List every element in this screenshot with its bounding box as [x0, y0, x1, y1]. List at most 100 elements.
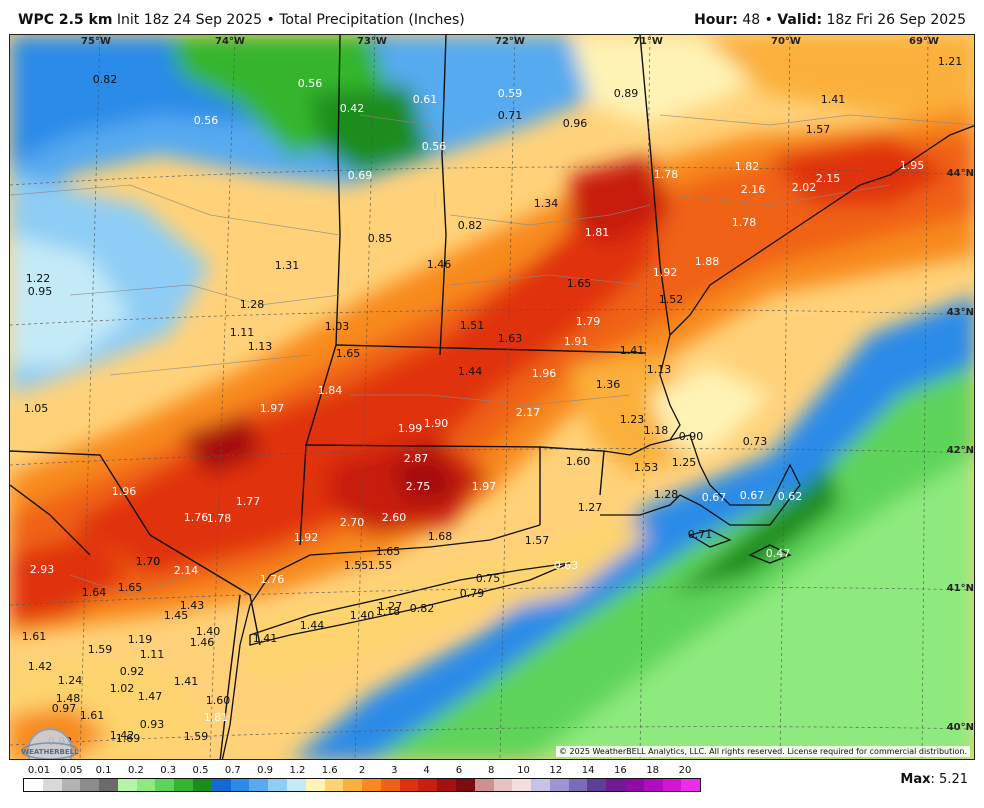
- precip-value: 1.79: [576, 315, 601, 328]
- map-canvas: 75°W 74°W 73°W 72°W 71°W 70°W 69°W 44°N 43°N 42°…: [10, 35, 974, 759]
- copyright-notice: © 2025 WeatherBELL Analytics, LLC. All r…: [556, 746, 970, 757]
- precip-value: 1.40: [350, 609, 375, 622]
- legend-tick-label: 0.1: [95, 765, 112, 776]
- precip-value: 1.18: [376, 605, 401, 618]
- precip-value: 1.42: [110, 729, 135, 742]
- max-value: Max: 5.21: [900, 772, 968, 787]
- precip-value: 1.34: [534, 197, 559, 210]
- precip-value: 1.81: [585, 226, 610, 239]
- precip-value: 1.97: [472, 480, 497, 493]
- legend-tick-label: 18: [646, 765, 660, 776]
- precip-value: 2.70: [340, 516, 365, 529]
- legend-tick-label: 12: [549, 765, 563, 776]
- color-swatch: [606, 779, 625, 791]
- color-swatch: [493, 779, 513, 791]
- precip-value: 1.82: [735, 160, 760, 173]
- color-swatch: [155, 779, 175, 791]
- legend-tick-label: 0.9: [257, 765, 274, 776]
- lat-label: 42°N: [947, 445, 974, 456]
- precip-value: 1.44: [300, 619, 325, 632]
- precip-value: 0.92: [120, 665, 145, 678]
- precip-value: 1.91: [564, 335, 589, 348]
- precip-value: 0.69: [348, 169, 373, 182]
- color-swatch: [117, 779, 137, 791]
- precip-value: 0.90: [679, 430, 704, 443]
- precip-value: 1.41: [253, 632, 278, 645]
- precip-value: 1.78: [654, 168, 679, 181]
- coastlines: [221, 125, 974, 759]
- precip-value: 1.64: [82, 586, 107, 599]
- precip-value: 2.15: [816, 172, 841, 185]
- color-swatch: [42, 779, 62, 791]
- precip-value: 0.42: [340, 102, 365, 115]
- legend-tick-label: 1.2: [289, 765, 306, 776]
- title-bullet: •: [266, 12, 275, 28]
- precip-value: 1.28: [654, 488, 679, 501]
- product-name: Total Precipitation (Inches): [279, 12, 465, 28]
- longitude-labels: 75°W 74°W 73°W 72°W 71°W 70°W 69°W: [81, 36, 939, 47]
- legend-tick-label: 8: [488, 765, 495, 776]
- precip-value: 1.81: [204, 711, 229, 724]
- precip-value: 1.11: [140, 648, 165, 661]
- color-swatch: [455, 779, 475, 791]
- precip-value: 1.60: [206, 694, 231, 707]
- legend-tick-label: 0.05: [60, 765, 83, 776]
- color-swatch: [80, 779, 100, 791]
- color-swatch: [418, 779, 438, 791]
- precip-value: 1.45: [164, 609, 189, 622]
- precip-value: 2.14: [174, 564, 199, 577]
- precip-value: 1.53: [634, 461, 659, 474]
- weatherbell-logo: WEATHERBELL: [20, 725, 90, 759]
- legend-tick-label: 0.2: [127, 765, 144, 776]
- precip-value: 1.95: [900, 159, 925, 172]
- color-swatch: [324, 779, 344, 791]
- precip-value: 1.19: [128, 633, 153, 646]
- precip-value: 1.65: [376, 545, 401, 558]
- color-swatch: [305, 779, 325, 791]
- color-swatch: [211, 779, 231, 791]
- precip-value: 2.93: [30, 563, 55, 576]
- precip-value: 0.56: [422, 140, 447, 153]
- lat-label: 43°N: [947, 307, 974, 318]
- precip-value: 1.18: [644, 424, 669, 437]
- precip-value: 1.52: [659, 293, 684, 306]
- color-swatch: [286, 779, 306, 791]
- precip-value: 1.97: [260, 402, 285, 415]
- precip-value: 1.59: [88, 643, 113, 656]
- color-swatch: [549, 779, 569, 791]
- valid-value: 18z Fri 26 Sep 2025: [826, 12, 966, 28]
- legend-labels: 0.01 0.05 0.1 0.2 0.3 0.5 0.7 0.9 1.2 1.6 2 3 4 6 8 10 1…: [23, 765, 701, 777]
- color-swatch: [531, 779, 550, 791]
- precip-value: 0.82: [93, 73, 118, 86]
- precip-value: 0.59: [498, 87, 523, 100]
- color-swatch: [230, 779, 250, 791]
- color-swatch: [568, 779, 588, 791]
- precip-value: 1.99: [398, 422, 423, 435]
- legend-tick-label: 10: [517, 765, 530, 776]
- legend-tick-label: 20: [678, 765, 692, 776]
- precip-field: [10, 35, 974, 759]
- color-swatch: [174, 779, 194, 791]
- precip-value: 1.55: [344, 559, 369, 572]
- color-swatch: [625, 779, 644, 791]
- logo-text: WEATHERBELL: [21, 748, 79, 756]
- precip-value: 2.60: [382, 511, 407, 524]
- precip-value: 1.23: [620, 413, 645, 426]
- precip-value: 0.82: [458, 219, 483, 232]
- color-scale-bar: [23, 778, 701, 792]
- precip-value: 1.63: [498, 332, 523, 345]
- precip-value: 1.41: [821, 93, 846, 106]
- hour-value: 48: [742, 12, 761, 28]
- precip-value: 1.11: [230, 326, 255, 339]
- lon-label: 72°W: [495, 36, 525, 47]
- lon-label: 69°W: [909, 36, 939, 47]
- color-swatch: [681, 779, 701, 791]
- graticule: [10, 35, 974, 759]
- color-swatch: [343, 779, 363, 791]
- legend-tick-label: 1.6: [321, 765, 338, 776]
- lon-label: 71°W: [633, 36, 663, 47]
- max-label: Max: [900, 772, 931, 787]
- model-name: WPC 2.5 km: [18, 12, 113, 28]
- precip-map[interactable]: 75°W 74°W 73°W 72°W 71°W 70°W 69°W 44°N 43°N 42°…: [9, 34, 975, 760]
- valid-label: Valid:: [777, 12, 823, 28]
